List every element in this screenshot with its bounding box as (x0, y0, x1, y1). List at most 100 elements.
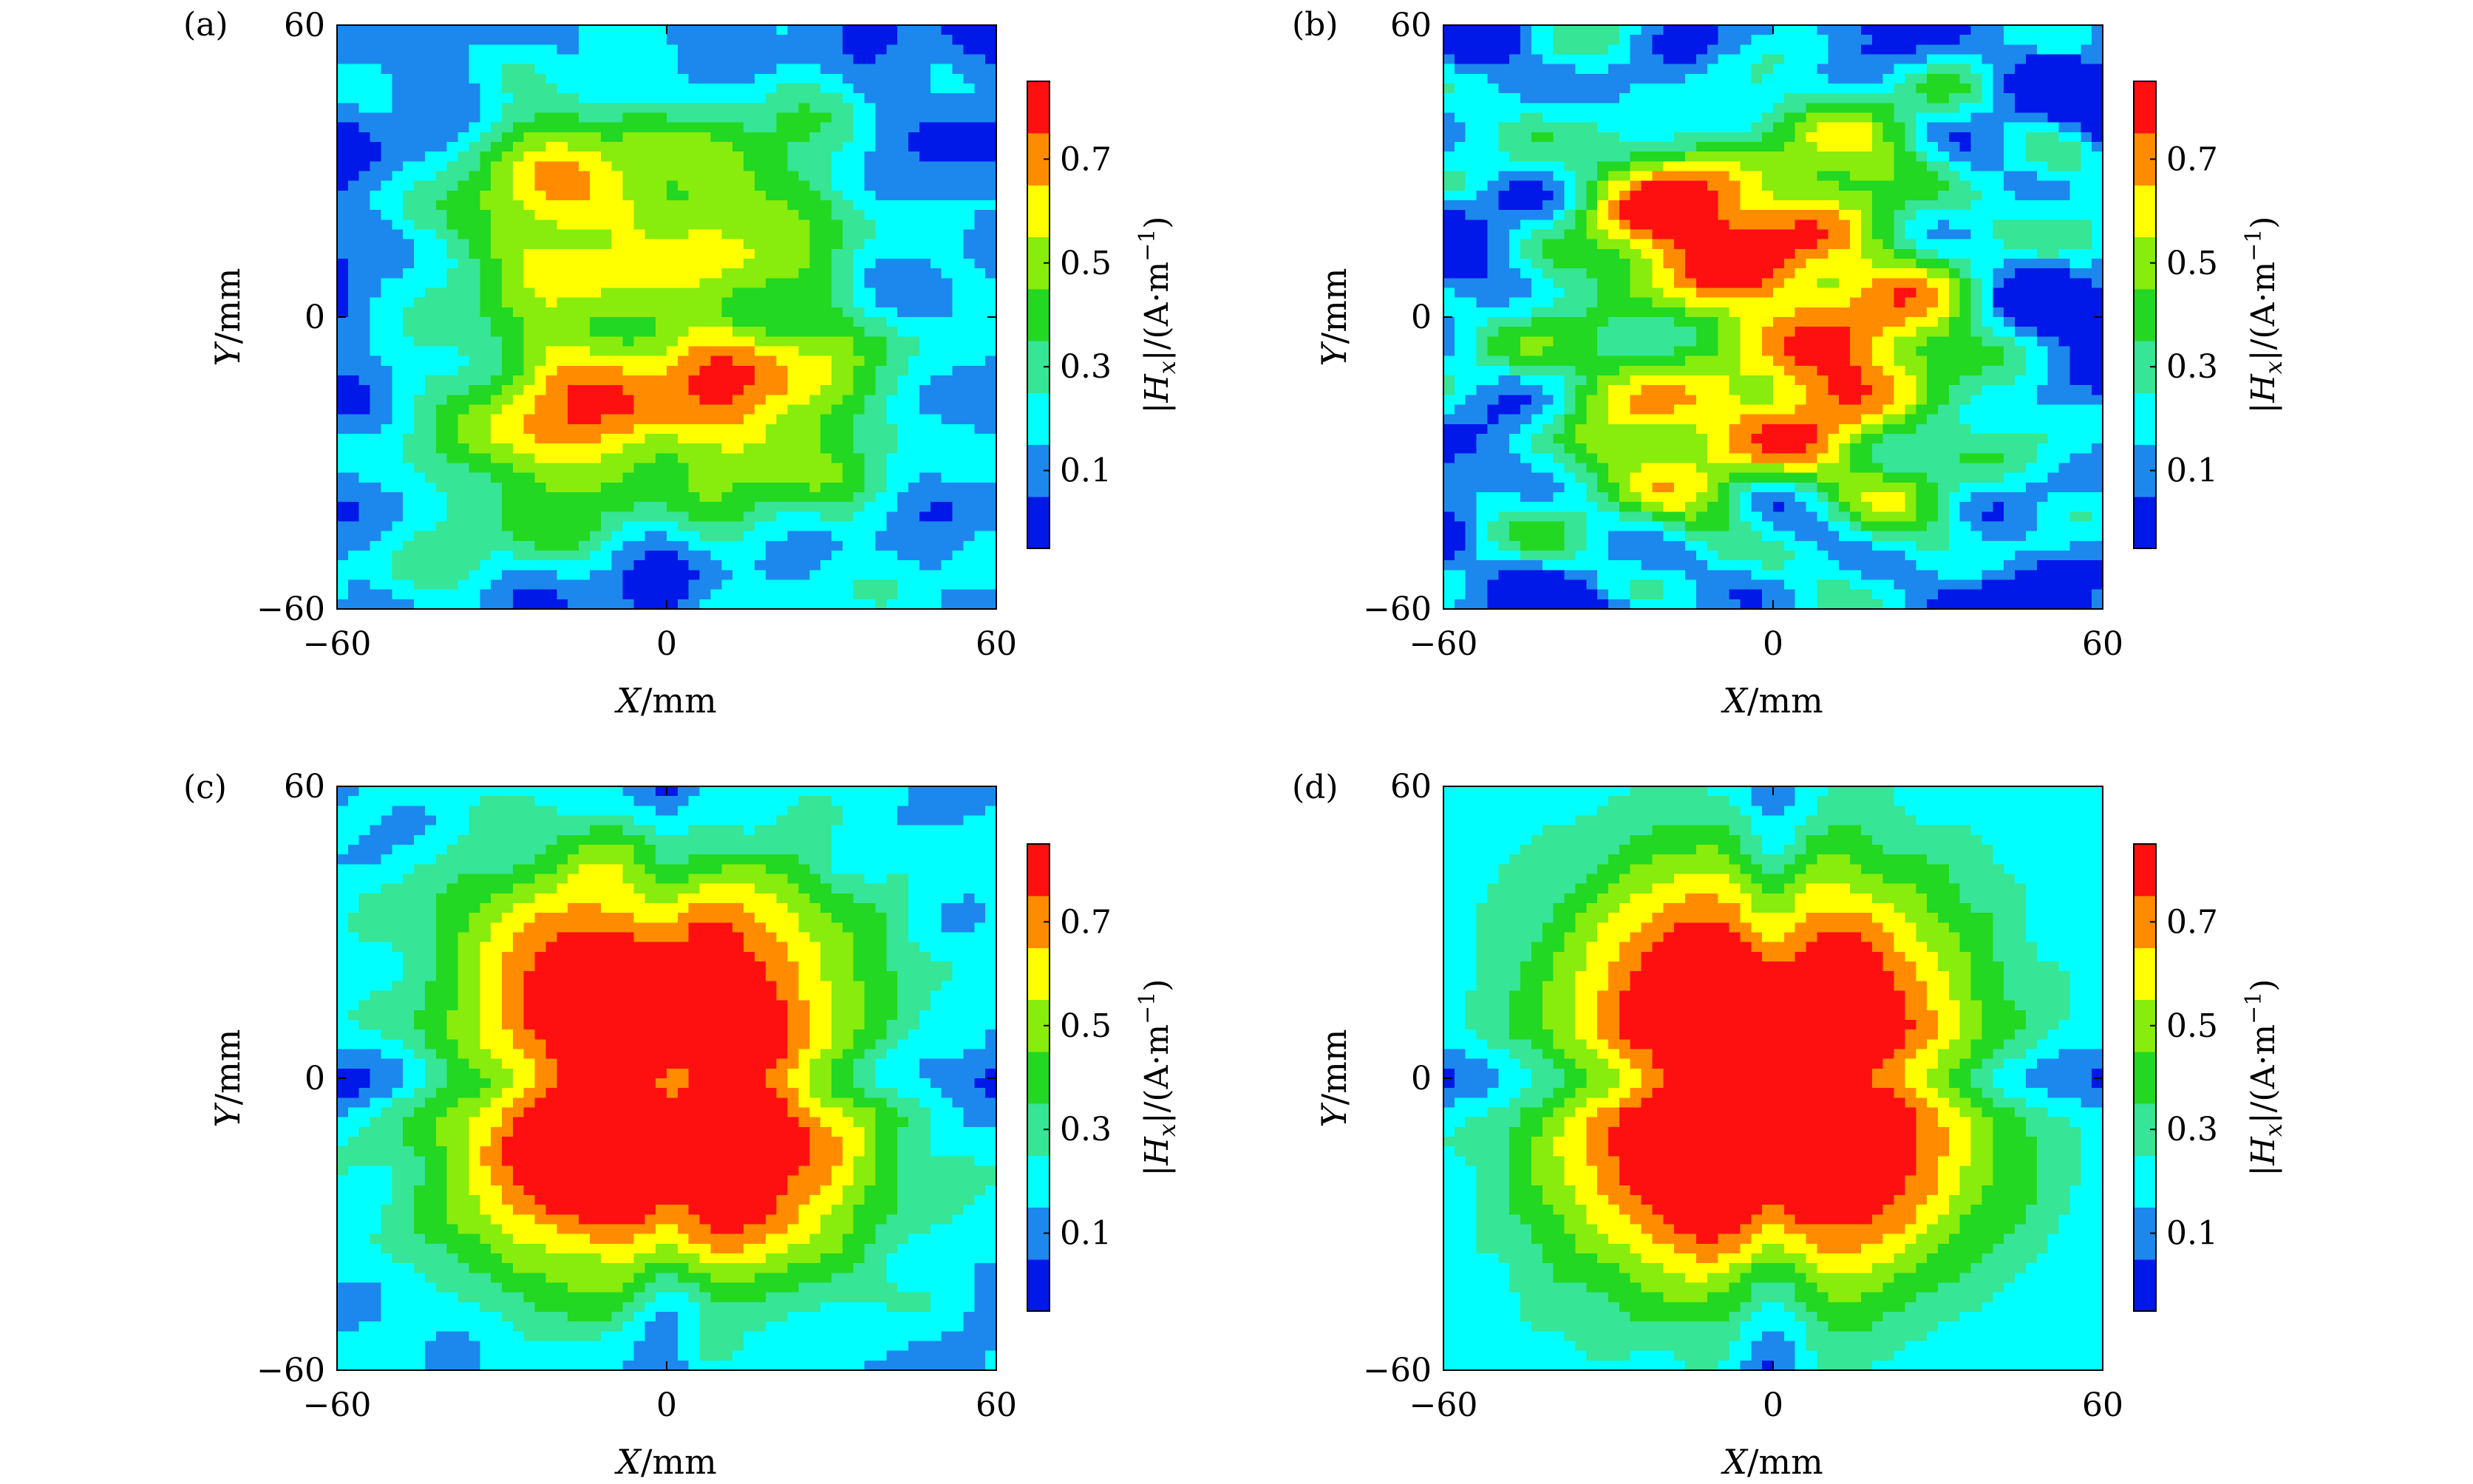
heatmap-cell (1729, 180, 1741, 191)
heatmap-cell (1860, 35, 1873, 45)
heatmap-cell (688, 161, 701, 172)
heatmap-cell (667, 404, 678, 415)
heatmap-cell (403, 278, 415, 289)
heatmap-cell (1630, 239, 1642, 250)
heatmap-cell (1498, 73, 1510, 84)
heatmap-cell (370, 152, 382, 162)
heatmap-cell (2025, 54, 2038, 65)
heatmap-cell (963, 472, 975, 483)
heatmap-cell (523, 54, 536, 65)
heatmap-cell (370, 307, 382, 318)
heatmap-cell (853, 327, 865, 337)
heatmap-cell (754, 423, 766, 435)
heatmap-cell (403, 346, 415, 357)
heatmap-cell (1695, 171, 1708, 182)
heatmap-cell (744, 492, 755, 503)
heatmap-cell (589, 423, 602, 435)
heatmap-cell (656, 423, 667, 435)
heatmap-cell (622, 395, 634, 406)
heatmap-cell (776, 152, 789, 162)
heatmap-cell (1509, 93, 1521, 103)
heatmap-cell (798, 200, 810, 211)
heatmap-cell (744, 463, 755, 474)
heatmap-cell (1564, 219, 1576, 231)
heatmap-cell (744, 54, 755, 65)
x-tick-label: 0 (656, 625, 677, 663)
heatmap-cell (1905, 44, 1916, 55)
heatmap-cell (2036, 93, 2049, 103)
heatmap-cell (1695, 210, 1708, 220)
heatmap-cell (1443, 25, 1455, 35)
heatmap-cell (1509, 44, 1521, 55)
heatmap-cell (1707, 93, 1719, 103)
heatmap-cell (985, 307, 997, 318)
heatmap-cell (435, 531, 448, 542)
heatmap-cell (776, 142, 789, 152)
colorbar-segment (1027, 288, 1050, 341)
heatmap-cell (1762, 132, 1774, 143)
heatmap-cell (699, 44, 712, 55)
heatmap-cell (1982, 44, 1993, 55)
heatmap-cell (853, 64, 865, 75)
heatmap-cell (1938, 93, 1950, 103)
heatmap-cell (370, 521, 382, 532)
heatmap-cell (809, 511, 821, 523)
heatmap-cell (1443, 73, 1455, 84)
heatmap-cell (622, 54, 634, 65)
heatmap-cell (831, 443, 843, 454)
heatmap-cell (435, 210, 448, 220)
heatmap-cell (2025, 73, 2038, 84)
heatmap-cell (1871, 35, 1884, 45)
heatmap-cell (721, 414, 733, 425)
heatmap-cell (699, 589, 712, 600)
heatmap-cell (1597, 161, 1609, 172)
heatmap-cell (688, 35, 701, 45)
heatmap-cell (952, 570, 964, 581)
heatmap-cell (2069, 64, 2081, 75)
heatmap-cell (864, 540, 877, 551)
heatmap-cell (579, 317, 591, 327)
heatmap-cell (699, 521, 712, 532)
heatmap-cell (545, 492, 557, 503)
heatmap-cell (1608, 132, 1620, 143)
heatmap-cell (491, 589, 503, 600)
heatmap-cell (512, 463, 525, 474)
heatmap-cell (744, 268, 755, 279)
heatmap-cell (776, 25, 789, 35)
heatmap-cell (930, 472, 942, 483)
heatmap-cell (1927, 142, 1939, 152)
heatmap-cell (809, 268, 821, 279)
heatmap-cell (1608, 25, 1620, 35)
heatmap-cell (732, 560, 744, 571)
heatmap-cell (820, 472, 832, 483)
heatmap-cell (809, 190, 821, 201)
heatmap-cell (502, 492, 514, 503)
heatmap-cell (886, 502, 898, 512)
heatmap-cell (677, 297, 690, 308)
heatmap-cell (897, 443, 909, 454)
heatmap-cell (897, 122, 909, 133)
heatmap-cell (1795, 84, 1807, 94)
heatmap-cell (600, 25, 613, 35)
heatmap-cell (1993, 103, 2004, 114)
heatmap-cell (545, 112, 557, 123)
heatmap-cell (403, 355, 415, 367)
heatmap-cell (1476, 219, 1489, 231)
heatmap-cell (381, 84, 392, 94)
heatmap-cell (864, 511, 877, 523)
heatmap-cell (1542, 64, 1554, 75)
heatmap-cell (710, 570, 722, 581)
heatmap-cell (688, 142, 701, 152)
heatmap-cell (2025, 229, 2038, 240)
heatmap-cell (502, 229, 514, 240)
heatmap-cell (809, 103, 821, 114)
heatmap-cell (1959, 200, 1972, 211)
heatmap-cell (491, 25, 503, 35)
heatmap-cell (908, 268, 920, 279)
heatmap-cell (534, 180, 547, 191)
heatmap-cell (1817, 64, 1829, 75)
heatmap-cell (557, 579, 568, 590)
heatmap-cell (699, 180, 712, 191)
heatmap-cell (622, 73, 634, 84)
heatmap-cell (1586, 84, 1598, 94)
